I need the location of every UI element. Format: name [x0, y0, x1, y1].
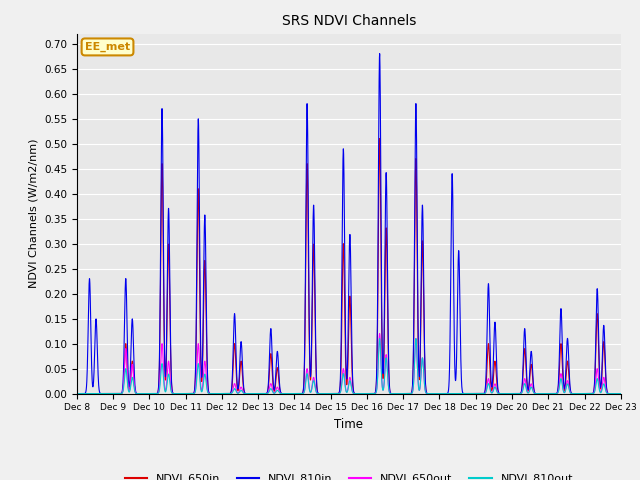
- X-axis label: Time: Time: [334, 418, 364, 431]
- Text: EE_met: EE_met: [85, 42, 130, 52]
- Title: SRS NDVI Channels: SRS NDVI Channels: [282, 14, 416, 28]
- Y-axis label: NDVI Channels (W/m2/nm): NDVI Channels (W/m2/nm): [28, 139, 38, 288]
- Legend: NDVI_650in, NDVI_810in, NDVI_650out, NDVI_810out: NDVI_650in, NDVI_810in, NDVI_650out, NDV…: [120, 469, 577, 480]
